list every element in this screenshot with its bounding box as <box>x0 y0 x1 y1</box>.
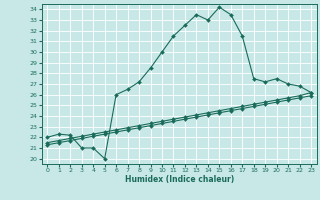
X-axis label: Humidex (Indice chaleur): Humidex (Indice chaleur) <box>124 175 234 184</box>
